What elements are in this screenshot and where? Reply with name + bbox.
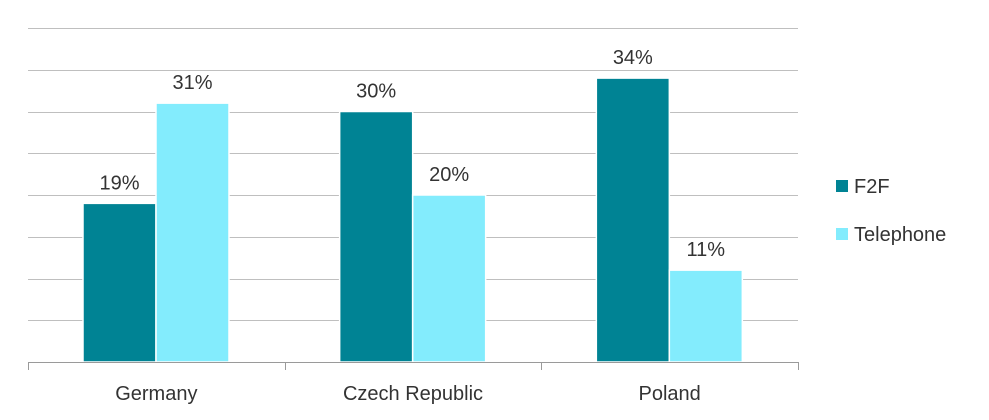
bar-telephone-czech-republic xyxy=(411,194,487,363)
legend-swatch-f2f xyxy=(836,180,848,192)
bars xyxy=(82,77,744,363)
bar-f2f-germany xyxy=(82,202,157,363)
category-label: Germany xyxy=(115,383,197,405)
bar-f2f-czech-republic xyxy=(338,110,414,363)
data-label-telephone-poland: 11% xyxy=(687,239,726,261)
x-axis: Germany Czech Republic Poland xyxy=(28,362,799,405)
data-label-f2f-poland: 34% xyxy=(613,47,653,69)
legend-label-telephone: Telephone xyxy=(854,224,946,246)
data-label-telephone-germany: 31% xyxy=(172,72,212,94)
bar-telephone-germany xyxy=(155,102,230,363)
category-label: Czech Republic xyxy=(343,383,483,405)
bar-f2f-poland xyxy=(595,77,671,363)
data-labels: 19% 31% 30% 20% 34% 11% xyxy=(99,47,725,261)
data-label-f2f-czech-republic: 30% xyxy=(356,81,396,103)
legend-swatch-telephone xyxy=(836,228,848,240)
legend-label-f2f: F2F xyxy=(854,176,890,198)
category-label: Poland xyxy=(639,383,701,405)
bar-telephone-poland xyxy=(668,269,744,363)
data-label-telephone-czech-republic: 20% xyxy=(429,164,469,186)
data-label-f2f-germany: 19% xyxy=(99,172,139,194)
legend: F2F Telephone xyxy=(836,176,946,246)
